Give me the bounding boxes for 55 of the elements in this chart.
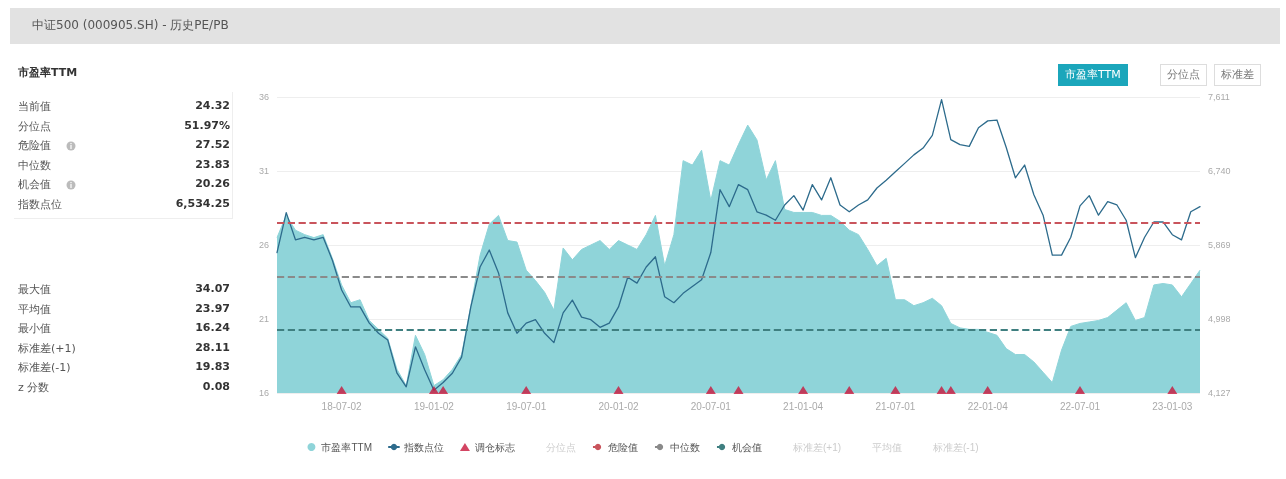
text: 27.52 [195, 138, 230, 152]
text: 机会值 [18, 178, 51, 192]
x-tick-label: 18-07-02 [321, 400, 363, 412]
x-tick-label: 19-01-02 [413, 400, 455, 412]
x-tick-label: 22-07-01 [1059, 400, 1101, 412]
text: 23.83 [195, 157, 230, 171]
text: 6,534.25 [175, 197, 230, 210]
text: 指数点位 [18, 198, 62, 211]
legend-label: 机会值 [731, 441, 762, 453]
text: 0.08 [202, 380, 230, 393]
text: 分位点 [18, 119, 51, 133]
y-tick-label: 16 [258, 388, 269, 398]
y-tick-label: 21 [258, 314, 269, 324]
text: 市盈率TTM [18, 65, 78, 80]
y-tick-label: 26 [258, 240, 269, 250]
text: 34.07 [195, 282, 230, 295]
text: 最小值 [18, 322, 51, 336]
text: z 分数 [18, 381, 50, 394]
text: 19.83 [195, 360, 230, 374]
text: 23.97 [195, 301, 230, 315]
text: 51.97% [184, 118, 230, 132]
y2-tick-label: 4,998 [1208, 314, 1231, 324]
x-tick-label: 19-07-01 [506, 400, 547, 412]
y2-tick-label: 6,740 [1208, 166, 1231, 176]
text: 标准差(+1) [18, 341, 76, 355]
x-tick-label: 21-07-01 [875, 400, 916, 412]
legend-label: 市盈率TTM [321, 441, 372, 453]
legend-label: 中位数 [669, 441, 700, 453]
text: 当前值 [18, 100, 51, 113]
text: 中位数 [18, 158, 51, 172]
y2-tick-label: 4,127 [1208, 388, 1231, 398]
text: 最大值 [18, 283, 51, 296]
y-tick-label: 36 [258, 92, 269, 102]
text: 28.11 [195, 340, 230, 354]
text: 平均值 [18, 302, 51, 316]
text: 20.26 [195, 177, 230, 191]
text: 24.32 [195, 99, 230, 112]
text: 标准差 [1214, 64, 1261, 86]
text: 16.24 [195, 321, 230, 335]
x-tick-label: 22-01-04 [967, 400, 1009, 412]
text: 分位点 [1160, 64, 1207, 86]
x-tick-label: 21-01-04 [783, 400, 824, 412]
x-tick-label: 20-01-02 [598, 400, 639, 412]
text: 中证500 (000905.SH) - 历史PE/PB [32, 17, 229, 34]
legend-label: 危险值 [607, 441, 638, 453]
legend-label: 指数点位 [402, 441, 444, 453]
x-tick-label: 20-07-01 [690, 400, 732, 412]
y2-tick-label: 7,611 [1208, 92, 1230, 102]
y2-tick-label: 5,869 [1208, 240, 1231, 250]
text: 市盈率TTM [1058, 64, 1128, 86]
y-tick-label: 31 [258, 166, 269, 176]
text: 标准差(-1) [18, 361, 71, 375]
x-tick-label: 23-01-03 [1152, 400, 1193, 412]
legend-label: 调仓标志 [474, 441, 515, 453]
text: 危险值 [18, 139, 51, 153]
